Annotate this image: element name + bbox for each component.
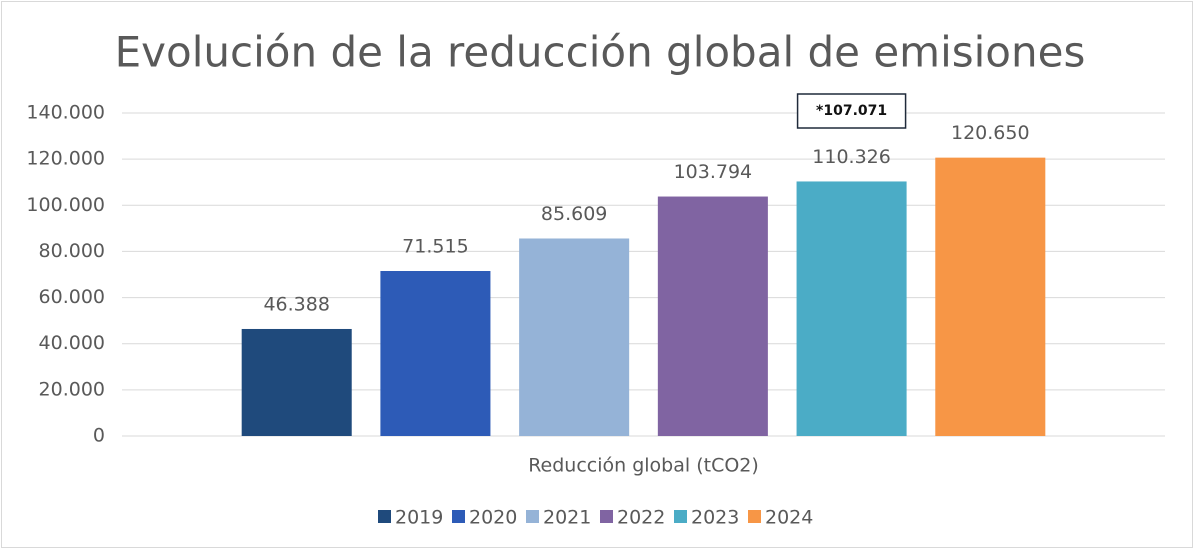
y-tick-label: 0 xyxy=(93,425,105,447)
legend-swatch xyxy=(674,510,687,523)
y-tick-label: 140.000 xyxy=(26,102,105,124)
legend-swatch xyxy=(526,510,539,523)
data-label: 71.515 xyxy=(402,236,468,258)
legend-label: 2024 xyxy=(765,507,813,529)
y-tick-label: 20.000 xyxy=(39,378,105,400)
bar xyxy=(657,196,768,436)
legend-label: 2020 xyxy=(469,507,517,529)
legend-swatch xyxy=(600,510,613,523)
bar xyxy=(935,157,1046,436)
y-tick-label: 100.000 xyxy=(26,194,105,216)
legend-swatch xyxy=(748,510,761,523)
y-tick-label: 120.000 xyxy=(26,148,105,170)
bar xyxy=(241,328,352,436)
bar xyxy=(380,271,491,436)
legend-swatch xyxy=(452,510,465,523)
legend-label: 2019 xyxy=(395,507,443,529)
data-label: 46.388 xyxy=(263,293,329,315)
bar xyxy=(519,238,630,436)
legend-label: 2022 xyxy=(617,507,665,529)
data-label: 103.794 xyxy=(674,161,753,183)
annotation-box xyxy=(796,93,907,129)
legend-label: 2023 xyxy=(691,507,739,529)
legend-swatch xyxy=(378,510,391,523)
annotation: *107.071 xyxy=(816,103,887,119)
y-tick-label: 60.000 xyxy=(39,286,105,308)
data-label: 120.650 xyxy=(951,122,1030,144)
bar xyxy=(796,181,907,436)
data-label: 85.609 xyxy=(541,203,607,225)
legend-label: 2021 xyxy=(543,507,591,529)
chart-title: Evolución de la reducción global de emis… xyxy=(115,28,1086,77)
y-tick-label: 80.000 xyxy=(39,240,105,262)
x-category-label: Reducción global (tCO2) xyxy=(528,455,759,477)
y-tick-label: 40.000 xyxy=(39,332,105,354)
data-label: 110.326 xyxy=(812,146,891,168)
